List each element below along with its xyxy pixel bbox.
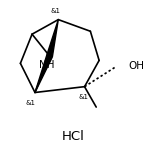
Text: NH: NH (39, 60, 54, 70)
Text: &1: &1 (50, 8, 60, 14)
Text: &1: &1 (78, 94, 88, 100)
Polygon shape (47, 20, 58, 57)
Text: OH: OH (128, 61, 144, 71)
Polygon shape (35, 55, 52, 93)
Text: HCl: HCl (61, 130, 84, 143)
Text: &1: &1 (26, 100, 36, 106)
